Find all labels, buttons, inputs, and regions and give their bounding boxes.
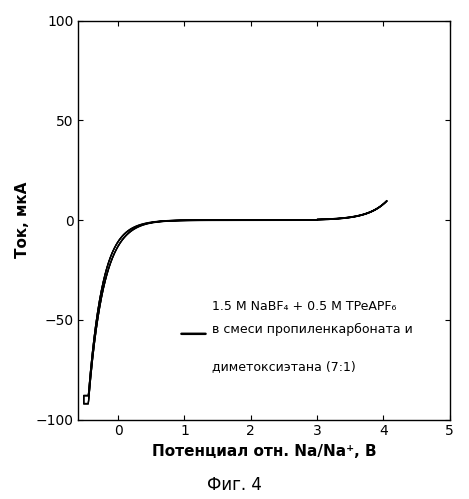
X-axis label: Потенциал отн. Na/Na⁺, В: Потенциал отн. Na/Na⁺, В <box>151 444 376 459</box>
Text: 1.5 M NaBF₄ + 0.5 M TPeAPF₆: 1.5 M NaBF₄ + 0.5 M TPeAPF₆ <box>212 300 396 313</box>
Text: в смеси пропиленкарбоната и: в смеси пропиленкарбоната и <box>212 323 413 336</box>
Y-axis label: Ток, мкА: Ток, мкА <box>15 182 30 258</box>
Text: диметоксиэтана (7:1): диметоксиэтана (7:1) <box>212 360 356 373</box>
Text: Фиг. 4: Фиг. 4 <box>207 476 262 494</box>
